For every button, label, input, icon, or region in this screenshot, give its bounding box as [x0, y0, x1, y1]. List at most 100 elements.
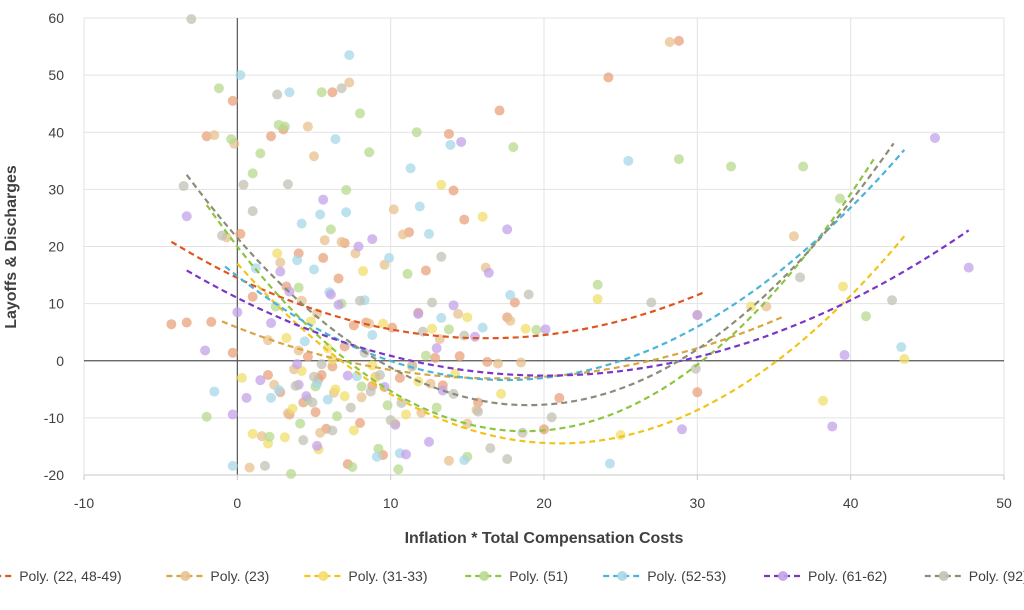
scatter-point [227, 460, 238, 471]
scatter-point [402, 268, 413, 279]
scatter-point [356, 392, 367, 403]
x-tick-label: 20 [536, 495, 552, 511]
scatter-point [462, 312, 473, 323]
scatter-point [963, 262, 974, 273]
scatter-point [371, 451, 382, 462]
scatter-point [430, 352, 441, 363]
legend-label: Poly. (23) [210, 568, 269, 584]
y-tick-label: -20 [44, 467, 64, 483]
scatter-point [227, 95, 238, 106]
scatter-point [517, 427, 528, 438]
scatter-point [603, 72, 614, 83]
scatter-point [436, 251, 447, 262]
scatter-point [339, 391, 350, 402]
y-tick-label: 0 [56, 353, 64, 369]
scatter-point [505, 315, 516, 326]
scatter-point [209, 130, 220, 141]
scatter-point [505, 290, 516, 301]
scatter-point [531, 324, 542, 335]
legend-label: Poly. (92) [969, 568, 1024, 584]
trendline [224, 149, 906, 382]
scatter-point [367, 234, 378, 245]
scatter-point [327, 361, 338, 372]
scatter-point [227, 347, 238, 358]
scatter-point [325, 289, 336, 300]
x-tick-label: -10 [74, 495, 94, 511]
scatter-point [540, 324, 551, 335]
scatter-point [330, 134, 341, 145]
scatter-point [309, 264, 319, 275]
legend-item: Poly. (92) [924, 568, 1024, 584]
scatter-point [493, 358, 503, 369]
scatter-point [266, 131, 277, 142]
scatter-point [384, 252, 395, 263]
scatter-point [367, 330, 378, 341]
legend-item: Poly. (52-53) [603, 568, 726, 584]
scatter-point [213, 83, 224, 94]
scatter-point [592, 294, 603, 305]
scatter-point [673, 154, 684, 165]
scatter-point [520, 323, 531, 334]
scatter-point [523, 289, 534, 300]
scatter-point [330, 384, 341, 395]
scatter-point [427, 323, 438, 334]
scatter-point [459, 455, 470, 466]
scatter-point [436, 179, 447, 190]
scatter-point [358, 266, 369, 277]
scatter-point [483, 267, 494, 278]
scatter-point [247, 206, 258, 217]
scatter-point [818, 395, 829, 406]
scatter-point [275, 257, 286, 268]
scatter-point [508, 142, 519, 153]
legend-item: Poly. (22, 48-49) [0, 568, 122, 584]
scatter-point [502, 224, 513, 235]
scatter-point [322, 394, 333, 405]
scatter-point [445, 139, 456, 150]
scatter-point [690, 363, 701, 374]
scatter-point [899, 354, 910, 365]
scatter-point [355, 418, 365, 429]
x-tick-label: 10 [383, 495, 399, 511]
scatter-point [385, 415, 396, 426]
trendlines [170, 142, 970, 445]
legend-marker-swatch [479, 571, 490, 581]
scatter-point [307, 397, 318, 408]
scatter-point [373, 443, 384, 454]
scatter-point [247, 428, 258, 439]
scatter-point [473, 406, 484, 417]
scatter-point [509, 297, 520, 308]
legend-label: Poly. (31-33) [348, 568, 427, 584]
x-tick-label: 30 [690, 495, 706, 511]
legend-marker-swatch [180, 571, 191, 581]
scatter-point [322, 343, 333, 354]
scatter-point [292, 359, 303, 370]
scatter-point [344, 50, 355, 61]
scatter-point [692, 310, 703, 321]
tick-labels: -20 -10 0 10 20 30 40 50 60 -10 0 10 20 30 40 50 [44, 10, 1012, 511]
scatter-point [834, 193, 845, 204]
scatter-point [263, 335, 273, 346]
scatter-point [364, 147, 375, 158]
scatter-point [646, 297, 657, 308]
scatter-point [761, 301, 772, 312]
legend-item: Poly. (51) [465, 568, 568, 584]
scatter-point [356, 381, 367, 392]
scatter-point [459, 214, 470, 225]
scatter-point [255, 375, 266, 386]
scatter-point [348, 425, 359, 436]
scatter-point [281, 332, 292, 343]
scatter-point [436, 312, 447, 323]
scatter-point [623, 155, 634, 166]
scatter-point [309, 151, 319, 162]
scatter-point [302, 351, 313, 362]
scatter-point [309, 371, 319, 382]
scatter-point [264, 431, 275, 442]
scatter-point [290, 380, 301, 391]
scatter-point [861, 311, 871, 322]
scatter-point [448, 300, 459, 311]
scatter-point [266, 318, 277, 329]
scatter-point [256, 431, 267, 442]
scatter-point [496, 388, 507, 399]
scatter-point [318, 252, 329, 263]
